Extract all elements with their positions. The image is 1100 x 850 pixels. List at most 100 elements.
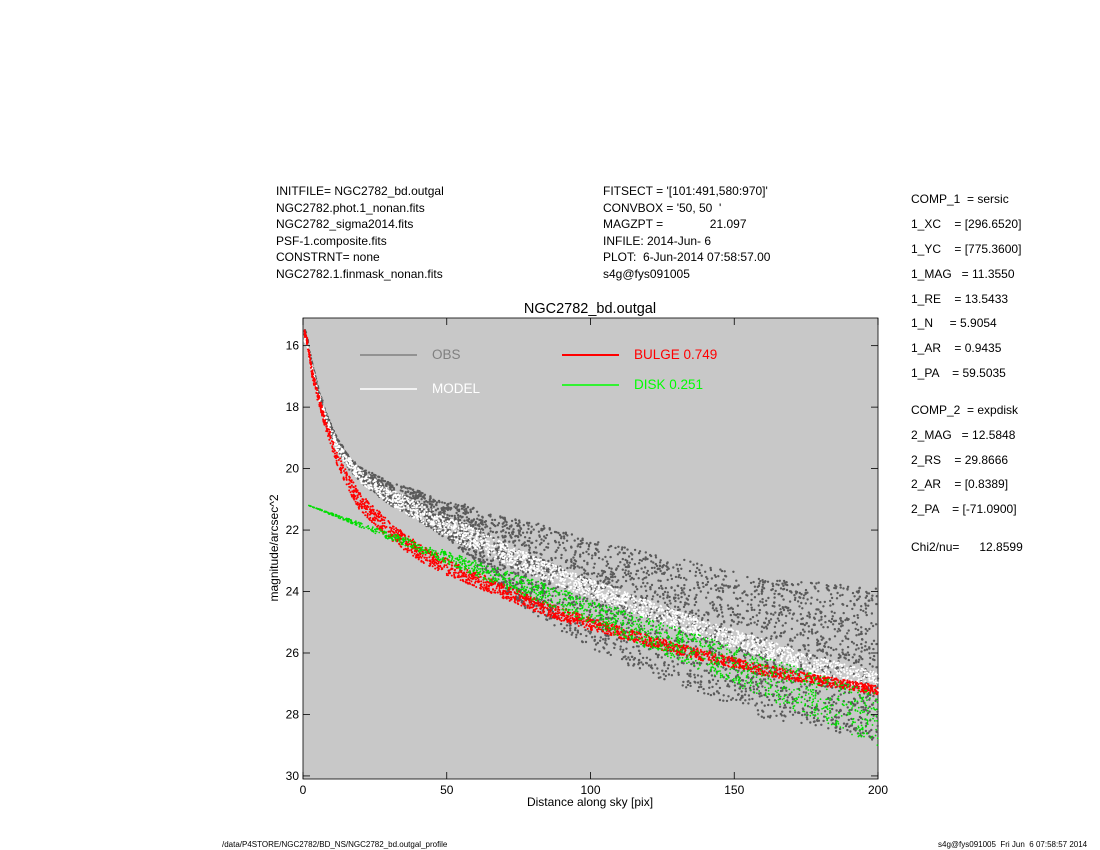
data-point [607,590,610,592]
data-point [608,598,611,601]
data-point [831,695,834,698]
data-point [715,609,719,613]
data-point [544,536,547,540]
data-point [700,574,703,577]
data-point [381,477,384,480]
data-point [724,584,728,587]
data-point [554,550,557,554]
data-point [694,570,698,574]
data-point [625,607,627,610]
data-point [728,585,732,588]
data-point [824,615,827,618]
data-point [641,578,644,581]
data-point [621,557,624,561]
data-point [518,539,521,542]
data-point [663,678,666,681]
data-point [760,701,763,704]
data-point [847,718,850,722]
data-point [486,562,490,566]
data-point [737,620,740,624]
data-point [794,711,797,714]
data-point [720,598,723,601]
data-point [860,646,864,649]
data-point [471,520,474,523]
data-point [731,610,735,614]
data-point [831,603,835,606]
data-point [708,686,711,689]
data-point [791,583,795,587]
data-point [627,570,630,573]
data-point [803,648,807,651]
data-point [666,610,668,613]
data-point [724,641,727,644]
data-point [768,698,771,702]
data-point [542,539,545,542]
data-point [513,547,516,550]
data-point [751,615,755,619]
data-point [487,532,490,535]
data-point [868,677,871,680]
data-point [611,587,614,590]
data-point [741,599,744,603]
data-point [715,607,718,610]
data-point [619,561,622,564]
data-point [838,629,842,632]
data-point [807,611,810,614]
data-point [752,685,755,688]
data-point [827,727,830,730]
data-point [565,630,568,634]
data-point [619,586,622,589]
data-point [683,587,686,590]
data-point [784,605,787,609]
data-point [770,635,773,638]
data-point [672,665,675,668]
data-point [503,524,506,528]
data-point [449,507,452,510]
data-point [614,585,617,589]
data-point [550,575,553,578]
data-point [547,599,550,602]
data-point [537,530,541,533]
data-point [463,547,466,550]
data-point [528,551,532,555]
data-point [759,600,762,603]
data-point [389,488,392,491]
data-point [870,728,873,732]
data-point [859,732,862,735]
data-point [690,662,693,666]
data-point [431,513,435,516]
data-point [691,611,694,614]
data-point [763,678,767,681]
data-point [492,548,495,551]
data-point [626,561,629,564]
data-point [778,579,781,582]
data-point [534,546,537,549]
data-point [659,559,662,562]
data-point [833,628,836,631]
series-layer [303,329,880,746]
data-point [472,506,475,510]
data-point [657,579,660,582]
data-point [779,587,783,590]
data-point [635,573,638,576]
data-point [702,585,705,588]
data-point [744,687,747,690]
data-point [510,566,513,569]
data-point [676,663,679,666]
data-point [412,492,415,495]
comp2-line: 2_PA = [-71.0900] [911,502,1017,516]
data-point [860,721,863,724]
data-point [557,546,560,549]
data-point [668,595,671,599]
data-point [782,598,785,601]
data-point [444,515,447,518]
data-point [677,575,680,579]
data-point [610,591,612,594]
chi2-line: Chi2/nu= 12.8599 [911,540,1023,554]
data-point [530,525,533,528]
data-point [609,653,612,657]
data-point [869,670,872,673]
data-point [757,593,760,596]
data-point [503,547,506,550]
data-point [874,681,877,684]
